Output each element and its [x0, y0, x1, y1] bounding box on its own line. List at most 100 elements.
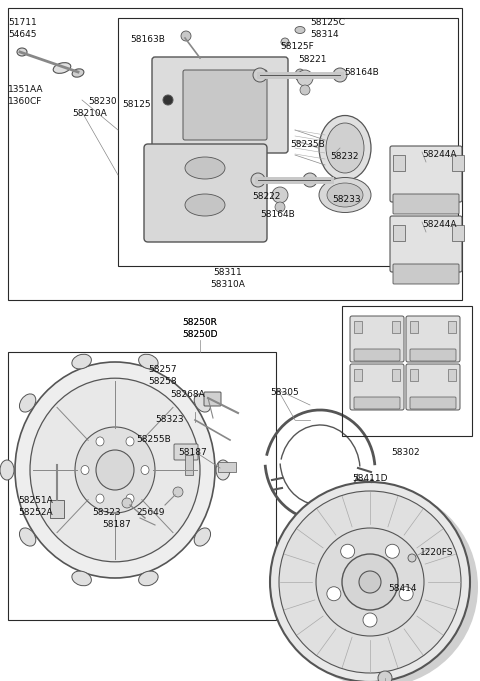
- Ellipse shape: [341, 544, 355, 558]
- Ellipse shape: [185, 194, 225, 216]
- FancyBboxPatch shape: [390, 146, 462, 202]
- Text: 58125F: 58125F: [280, 42, 314, 51]
- FancyBboxPatch shape: [350, 316, 404, 362]
- Ellipse shape: [385, 544, 399, 558]
- Text: 25649: 25649: [136, 508, 165, 517]
- Ellipse shape: [319, 116, 371, 180]
- FancyBboxPatch shape: [410, 397, 456, 409]
- Circle shape: [251, 173, 265, 187]
- Text: 58250R: 58250R: [182, 318, 217, 327]
- Text: 58210A: 58210A: [72, 109, 107, 118]
- Text: 58323: 58323: [92, 508, 120, 517]
- Text: 58311: 58311: [214, 268, 242, 277]
- Ellipse shape: [270, 482, 470, 681]
- Text: 58258: 58258: [148, 377, 177, 386]
- FancyBboxPatch shape: [354, 397, 400, 409]
- Ellipse shape: [81, 466, 89, 475]
- Bar: [354, 369, 362, 381]
- FancyBboxPatch shape: [183, 70, 267, 140]
- Bar: [410, 321, 418, 333]
- Circle shape: [253, 68, 267, 82]
- Ellipse shape: [141, 466, 149, 475]
- Ellipse shape: [53, 63, 71, 74]
- Ellipse shape: [194, 394, 211, 412]
- FancyBboxPatch shape: [354, 349, 400, 361]
- Text: 58244A: 58244A: [422, 220, 456, 229]
- Ellipse shape: [75, 427, 155, 513]
- FancyBboxPatch shape: [393, 194, 459, 214]
- Text: 1360CF: 1360CF: [8, 97, 42, 106]
- Text: 58244A: 58244A: [422, 150, 456, 159]
- Text: 58125C: 58125C: [310, 18, 345, 27]
- Bar: [8, 352, 276, 620]
- Circle shape: [281, 38, 289, 46]
- Ellipse shape: [295, 27, 305, 33]
- Ellipse shape: [20, 394, 36, 412]
- Ellipse shape: [139, 354, 158, 369]
- Bar: [452, 225, 464, 241]
- FancyBboxPatch shape: [406, 364, 460, 410]
- FancyBboxPatch shape: [174, 444, 198, 460]
- Ellipse shape: [20, 528, 36, 546]
- Text: 58252A: 58252A: [18, 508, 53, 517]
- Circle shape: [181, 31, 191, 41]
- Text: 58187: 58187: [178, 448, 207, 457]
- Ellipse shape: [327, 183, 363, 207]
- Text: 58414: 58414: [388, 584, 417, 593]
- Ellipse shape: [295, 69, 305, 81]
- FancyBboxPatch shape: [410, 349, 456, 361]
- Text: 58250D: 58250D: [182, 330, 218, 339]
- Ellipse shape: [17, 48, 27, 56]
- Ellipse shape: [126, 437, 134, 446]
- Text: 58255B: 58255B: [136, 435, 171, 444]
- Bar: [392, 369, 400, 381]
- Circle shape: [378, 671, 392, 681]
- Bar: [342, 306, 472, 436]
- Text: 58187: 58187: [102, 520, 131, 529]
- Ellipse shape: [194, 528, 211, 546]
- Ellipse shape: [278, 487, 478, 681]
- Text: 1220FS: 1220FS: [420, 548, 454, 557]
- Circle shape: [303, 173, 317, 187]
- Ellipse shape: [363, 613, 377, 627]
- FancyBboxPatch shape: [393, 264, 459, 284]
- Text: 58302: 58302: [392, 448, 420, 457]
- Circle shape: [408, 554, 416, 562]
- Ellipse shape: [316, 528, 424, 636]
- Bar: [448, 369, 456, 381]
- Bar: [8, 8, 462, 300]
- Text: 58250D: 58250D: [182, 330, 218, 339]
- Ellipse shape: [96, 450, 134, 490]
- FancyBboxPatch shape: [406, 316, 460, 362]
- Text: 58268A: 58268A: [170, 390, 205, 399]
- Text: 58314: 58314: [310, 30, 338, 39]
- Ellipse shape: [15, 362, 215, 578]
- Text: 58222: 58222: [252, 192, 280, 201]
- Circle shape: [275, 202, 285, 212]
- Ellipse shape: [216, 460, 230, 480]
- Ellipse shape: [342, 554, 398, 610]
- Ellipse shape: [126, 494, 134, 503]
- Bar: [393, 155, 405, 171]
- Circle shape: [122, 498, 132, 508]
- Ellipse shape: [185, 157, 225, 179]
- Text: 58323: 58323: [155, 415, 184, 424]
- FancyBboxPatch shape: [350, 364, 404, 410]
- Circle shape: [163, 95, 173, 105]
- Bar: [410, 369, 418, 381]
- Text: 58230: 58230: [88, 97, 117, 106]
- Ellipse shape: [326, 123, 364, 173]
- FancyBboxPatch shape: [144, 144, 267, 242]
- Bar: [50, 500, 64, 518]
- Text: 58232: 58232: [330, 152, 359, 161]
- Bar: [448, 321, 456, 333]
- Ellipse shape: [72, 69, 84, 77]
- Circle shape: [297, 70, 313, 86]
- Ellipse shape: [96, 437, 104, 446]
- Text: 54645: 54645: [8, 30, 36, 39]
- Bar: [354, 321, 362, 333]
- Circle shape: [272, 187, 288, 203]
- Bar: [185, 455, 193, 475]
- Text: 58305: 58305: [270, 388, 299, 397]
- Text: 58250R: 58250R: [182, 318, 217, 327]
